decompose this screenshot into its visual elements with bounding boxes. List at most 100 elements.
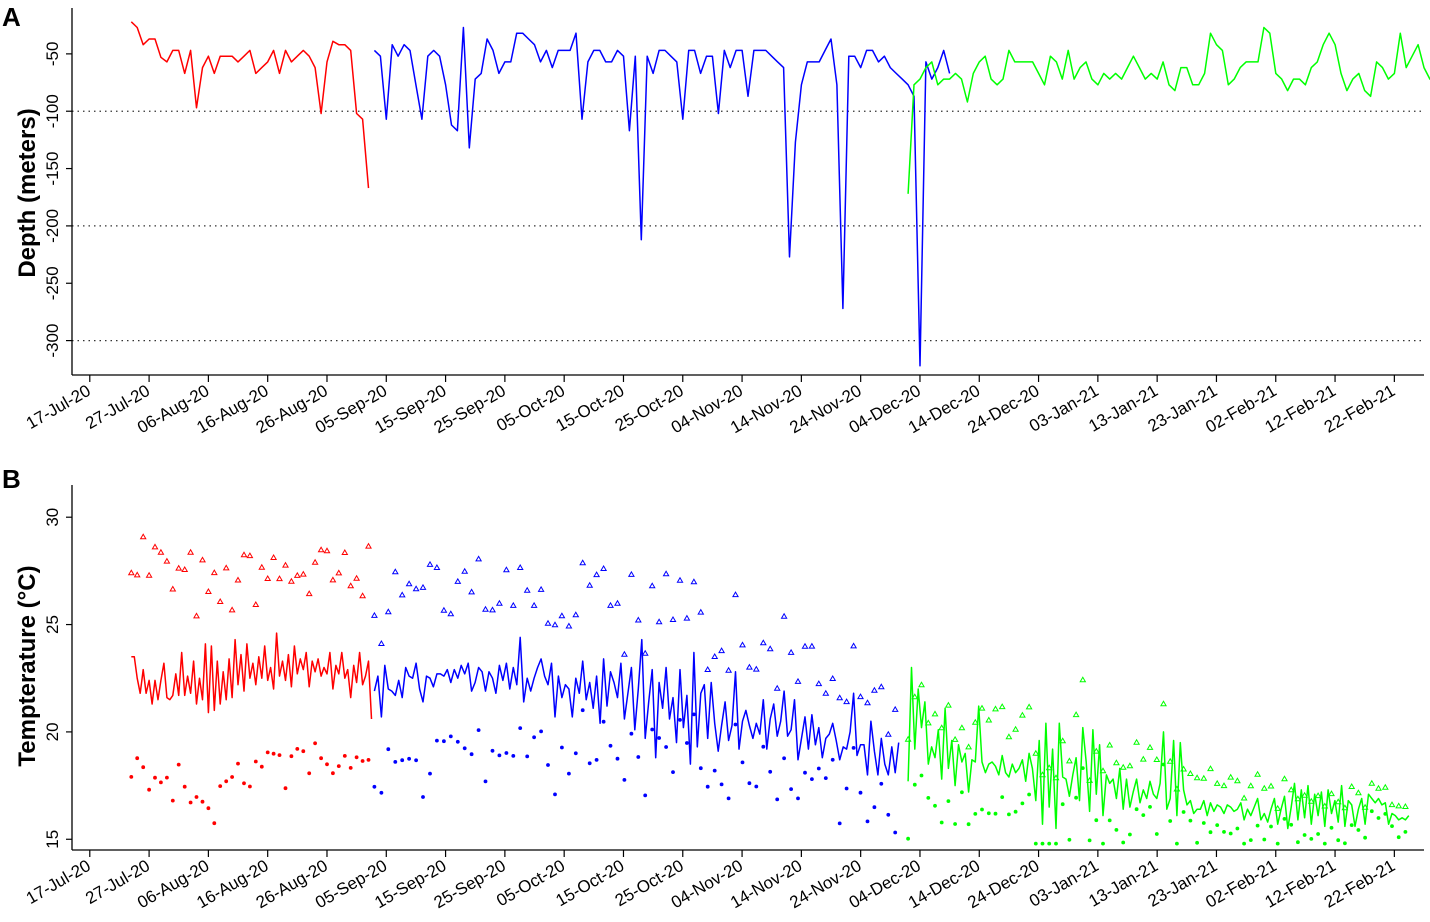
min-temperature-marker: [1396, 835, 1401, 840]
max-temperature-marker: [992, 705, 999, 712]
max-temperature-marker: [662, 570, 670, 577]
min-temperature-marker: [580, 708, 585, 713]
max-temperature-marker: [482, 605, 489, 612]
min-temperature-marker: [236, 761, 240, 766]
max-temperature-marker: [341, 549, 349, 555]
min-temperature-marker: [230, 775, 235, 779]
min-temperature-marker: [182, 784, 187, 789]
min-temperature-marker: [301, 749, 306, 754]
max-temperature-marker: [586, 581, 594, 588]
max-temperature-marker: [509, 601, 517, 608]
min-temperature-marker: [435, 738, 439, 743]
min-temperature-marker: [837, 821, 842, 826]
min-temperature-marker: [307, 771, 312, 776]
min-temperature-marker: [259, 764, 264, 769]
min-temperature-marker: [1376, 816, 1381, 820]
max-temperature-marker: [627, 570, 635, 577]
max-temperature-marker: [1032, 749, 1040, 756]
panel-b-axes: 1520253017-Jul-2027-Jul-2006-Aug-2016-Au…: [23, 485, 1424, 912]
min-temperature-marker: [1047, 841, 1052, 846]
min-temperature-marker: [594, 758, 599, 762]
max-temperature-marker: [210, 569, 218, 576]
min-temperature-marker: [865, 819, 870, 824]
max-temperature-marker: [1381, 783, 1389, 790]
min-temperature-marker: [1067, 837, 1072, 842]
min-temperature-marker: [532, 735, 536, 740]
max-temperature-marker: [697, 608, 705, 615]
min-temperature-marker: [455, 739, 460, 744]
min-temperature-marker: [1302, 833, 1307, 837]
min-temperature-marker: [1208, 830, 1213, 835]
min-temperature-marker: [1007, 812, 1011, 817]
min-temperature-marker: [893, 830, 898, 835]
min-temperature-marker: [622, 778, 627, 782]
max-temperature-marker: [426, 560, 434, 567]
min-temperature-marker: [141, 765, 146, 770]
min-temperature-marker: [1054, 841, 1058, 846]
min-temperature-marker: [789, 787, 793, 791]
max-temperature-marker: [1186, 770, 1194, 776]
max-temperature-marker: [1368, 779, 1376, 786]
max-temperature-marker: [1119, 763, 1127, 770]
min-temperature-marker: [1181, 810, 1186, 814]
max-temperature-marker: [1173, 785, 1181, 792]
min-temperature-marker: [636, 755, 641, 759]
max-temperature-marker: [1247, 782, 1255, 789]
min-temperature-marker: [1033, 841, 1038, 846]
panel-b-y-tick-label: 30: [43, 508, 62, 527]
temperature-mean-line-0: [131, 632, 373, 720]
max-temperature-marker: [766, 645, 774, 652]
max-temperature-marker: [419, 583, 427, 590]
min-temperature-marker: [567, 771, 571, 776]
min-temperature-marker: [678, 718, 682, 722]
max-temperature-marker: [447, 610, 455, 617]
min-temperature-marker: [1369, 809, 1374, 814]
min-temperature-marker: [1390, 824, 1394, 828]
min-temperature-marker: [1222, 830, 1226, 834]
min-temperature-marker: [816, 766, 821, 771]
depth-series-line-1: [373, 26, 951, 367]
temperature-mean-line-2: [907, 666, 1410, 830]
min-temperature-marker: [1383, 812, 1388, 816]
min-temperature-marker: [1403, 830, 1408, 834]
min-temperature-marker: [194, 795, 199, 799]
min-temperature-marker: [993, 811, 998, 816]
max-temperature-marker: [1193, 774, 1201, 781]
max-temperature-marker: [558, 612, 566, 619]
max-temperature-marker: [655, 618, 663, 625]
max-temperature-marker: [523, 586, 531, 593]
max-temperature-marker: [904, 735, 912, 742]
max-temperature-marker: [228, 606, 236, 613]
min-temperature-marker: [1060, 802, 1065, 807]
min-temperature-marker: [319, 756, 323, 761]
min-temperature-marker: [546, 763, 550, 767]
max-temperature-marker: [287, 577, 295, 584]
min-temperature-marker: [1087, 838, 1092, 843]
min-temperature-marker: [1148, 805, 1152, 809]
min-temperature-marker: [1154, 832, 1159, 836]
max-temperature-marker: [676, 576, 684, 583]
max-temperature-marker: [843, 698, 851, 705]
max-temperature-marker: [1227, 773, 1235, 780]
min-temperature-marker: [933, 803, 937, 808]
max-temperature-marker: [335, 569, 343, 576]
max-temperature-marker: [1112, 759, 1120, 766]
max-temperature-marker: [1039, 771, 1046, 778]
panel-a: A Depth (meters) -50 -100 -150 -200 -250 -300…: [2, 2, 1430, 437]
min-temperature-marker: [248, 784, 252, 789]
max-temperature-marker: [924, 719, 932, 726]
panel-a-y-tick-label: -100: [43, 94, 62, 128]
max-temperature-marker: [433, 564, 441, 570]
max-temperature-marker: [365, 542, 372, 549]
min-temperature-marker: [587, 761, 592, 766]
max-temperature-marker: [1079, 676, 1087, 683]
min-temperature-marker: [1000, 795, 1005, 799]
max-temperature-marker: [985, 716, 993, 723]
min-temperature-marker: [1141, 813, 1146, 817]
min-temperature-marker: [823, 776, 828, 780]
panel-a-axes: -50-100-150-200-250-30017-Jul-2027-Jul-2…: [23, 8, 1424, 437]
max-temperature-marker: [1307, 797, 1315, 804]
max-temperature-marker: [850, 642, 858, 649]
panel-b-x-tick-label: 17-Jul-20: [23, 856, 94, 908]
max-temperature-marker: [1220, 782, 1228, 789]
